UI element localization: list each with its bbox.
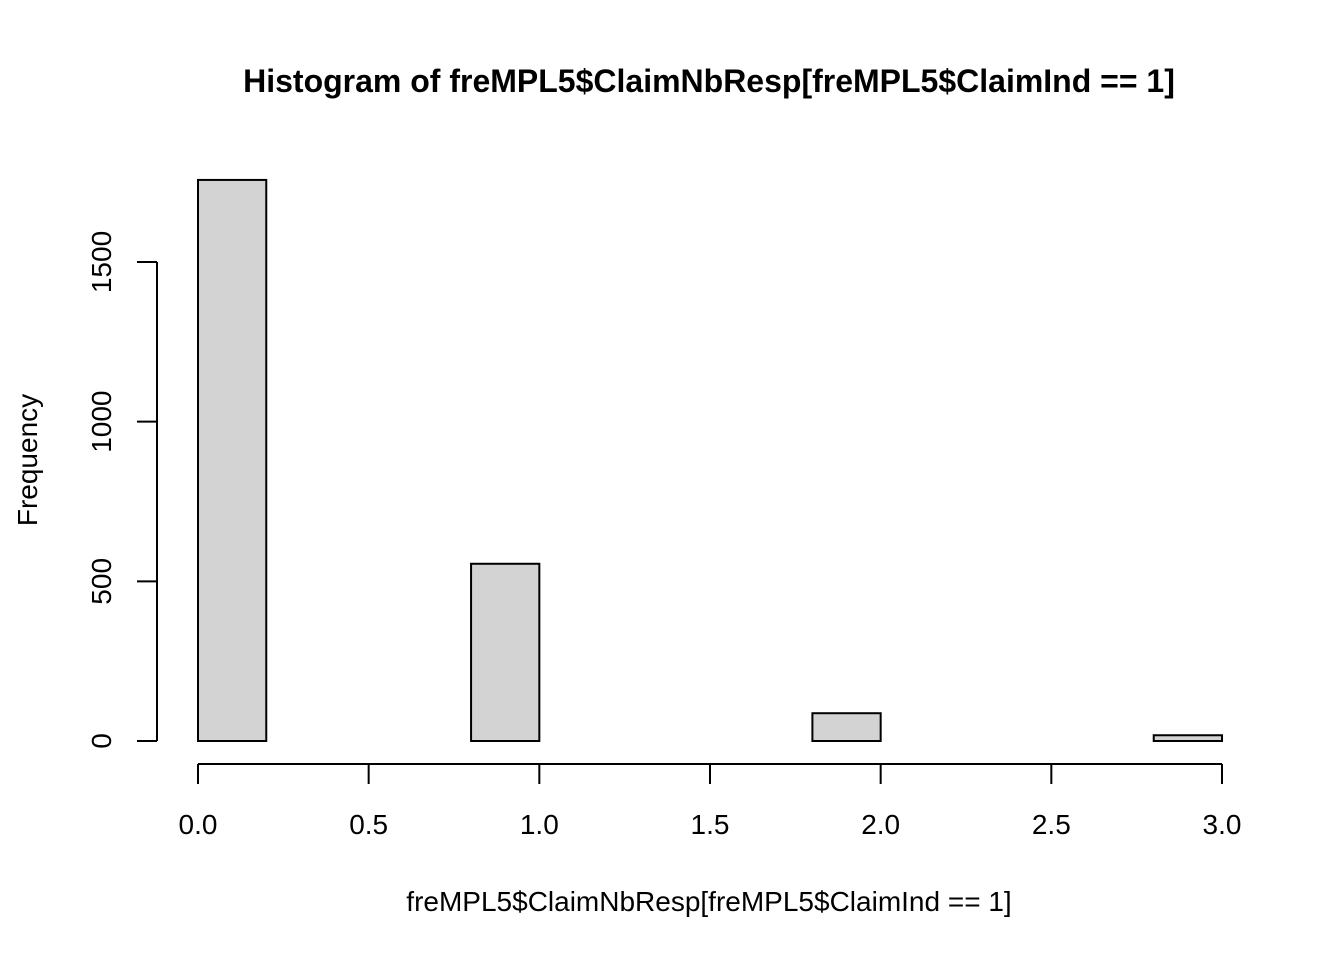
- x-tick-label-0: 0.0: [179, 809, 218, 840]
- x-tick-label-1: 0.5: [349, 809, 388, 840]
- histogram-bar-9: [811, 712, 882, 743]
- x-axis-label: freMPL5$ClaimNbResp[freMPL5$ClaimInd == …: [406, 886, 1011, 917]
- x-tick-label-3: 1.5: [691, 809, 730, 840]
- histogram-bar-14: [1152, 734, 1223, 743]
- y-tick-label-2: 1000: [86, 391, 117, 453]
- y-tick-label-1: 500: [86, 558, 117, 605]
- x-tick-label-6: 3.0: [1203, 809, 1242, 840]
- y-axis: 0 500 1000 1500: [86, 231, 158, 749]
- x-tick-label-5: 2.5: [1032, 809, 1071, 840]
- chart-title: Histogram of freMPL5$ClaimNbResp[freMPL5…: [243, 63, 1175, 99]
- bars-group: [197, 178, 1223, 743]
- histogram-bar-0: [197, 178, 268, 742]
- y-axis-label: Frequency: [12, 394, 43, 526]
- y-tick-label-0: 0: [86, 733, 117, 749]
- x-tick-label-2: 1.0: [520, 809, 559, 840]
- x-axis: 0.0 0.5 1.0 1.5 2.0 2.5 3.0: [179, 763, 1242, 840]
- y-tick-label-3: 1500: [86, 231, 117, 293]
- histogram-bar-4: [470, 562, 541, 743]
- x-tick-label-4: 2.0: [861, 809, 900, 840]
